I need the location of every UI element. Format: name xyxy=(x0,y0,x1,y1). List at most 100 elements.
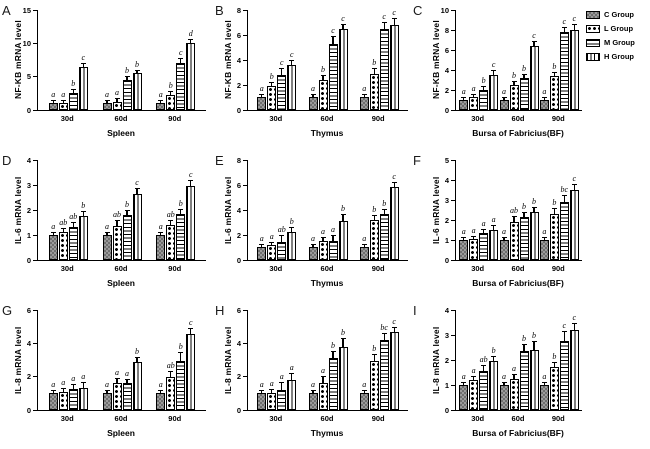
significance-letter: a xyxy=(269,379,274,388)
y-tick-mark xyxy=(243,409,247,411)
panel-letter: E xyxy=(215,153,224,168)
bar-C-90d xyxy=(156,393,166,410)
bar-L-30d xyxy=(469,97,479,110)
bar-C-30d xyxy=(48,235,58,260)
error-bar-cap xyxy=(70,88,76,90)
legend-item: C Group xyxy=(586,10,635,19)
significance-letter: a xyxy=(512,364,516,373)
error-bar-cap xyxy=(104,231,110,233)
error-bar xyxy=(563,196,565,202)
y-tick-label: 2 xyxy=(236,372,241,382)
significance-letter: c xyxy=(392,8,396,17)
error-bar-cap xyxy=(134,187,140,189)
significance-letter: a xyxy=(61,90,66,99)
bar-H-30d xyxy=(287,380,297,410)
error-bar xyxy=(116,221,118,226)
y-tick-label: 4 xyxy=(236,55,241,65)
significance-letter: c xyxy=(331,26,335,35)
significance-letter: b xyxy=(135,60,139,69)
significance-letter: a xyxy=(491,215,496,224)
x-axis-title: Thymus xyxy=(310,278,344,288)
y-tick-label: 5 xyxy=(444,155,449,165)
y-tick-label: 3 xyxy=(26,180,31,190)
significance-letter: a xyxy=(259,380,264,389)
bar-H-60d xyxy=(132,194,142,260)
bar-H-90d xyxy=(186,334,196,410)
bar-M-30d xyxy=(68,227,78,260)
x-category-label: 60d xyxy=(114,414,128,423)
y-tick-mark xyxy=(243,259,247,261)
bar-M-30d xyxy=(277,242,287,260)
y-tick-mark xyxy=(243,309,247,311)
error-bar xyxy=(106,101,108,103)
bar-L-90d xyxy=(549,76,559,110)
x-axis-title: Spleen xyxy=(107,278,135,288)
y-tick-mark xyxy=(243,159,247,161)
y-tick-mark xyxy=(243,234,247,236)
bar-H-90d xyxy=(389,187,399,260)
error-bar-cap xyxy=(491,224,497,226)
significance-letter: a xyxy=(158,222,163,231)
error-bar-cap xyxy=(289,372,295,374)
bar-M-30d xyxy=(68,93,78,110)
bar-C-90d xyxy=(359,97,369,110)
error-bar-cap xyxy=(310,93,316,95)
significance-letter: a xyxy=(362,380,367,389)
error-bar-cap xyxy=(571,23,577,25)
error-bar-cap xyxy=(80,381,86,383)
x-category-label: 30d xyxy=(269,264,283,273)
significance-letter: a xyxy=(51,222,56,231)
y-tick-label: 0 xyxy=(444,405,449,415)
error-bar-cap xyxy=(124,75,130,77)
c-group-swatch-icon xyxy=(586,10,600,19)
significance-letter: b xyxy=(491,346,496,355)
bar-M-60d xyxy=(519,78,529,110)
bar-M-60d xyxy=(519,217,529,260)
bar-C-30d xyxy=(257,247,267,260)
error-bar xyxy=(523,75,525,78)
x-axis-title: Spleen xyxy=(107,128,135,138)
y-tick-label: 6 xyxy=(444,45,449,55)
bar-H-60d xyxy=(338,221,348,260)
y-tick-mark xyxy=(451,159,455,161)
error-bar-cap xyxy=(361,93,367,95)
error-bar xyxy=(52,101,54,103)
significance-letter: a xyxy=(331,225,335,234)
y-axis-label: IL-8 mRNA level xyxy=(13,326,23,394)
significance-letter: a xyxy=(481,219,486,228)
error-bar-cap xyxy=(70,383,76,385)
error-bar xyxy=(523,345,525,351)
error-bar-cap xyxy=(531,40,537,42)
error-bar xyxy=(342,25,344,29)
error-bar-cap xyxy=(188,327,194,329)
error-bar-cap xyxy=(158,99,164,101)
significance-letter: c xyxy=(392,172,396,181)
error-bar-cap xyxy=(104,99,110,101)
significance-letter: b xyxy=(522,202,526,211)
y-tick-label: 0 xyxy=(26,105,31,115)
error-bar-cap xyxy=(561,194,567,196)
error-bar-cap xyxy=(279,381,285,383)
error-bar xyxy=(281,236,283,242)
error-bar xyxy=(483,366,485,371)
significance-letter: b xyxy=(341,328,345,337)
error-bar-cap xyxy=(330,350,336,352)
bar-H-60d xyxy=(338,347,348,410)
chart-panel-B: B NF-KB mRNA level a b c c a b c c a b c c 0 2 4 6 8 30d 60d… xyxy=(215,0,413,150)
error-bar xyxy=(170,92,172,95)
significance-letter: c xyxy=(392,317,396,326)
y-tick-label: 10 xyxy=(440,5,449,15)
error-bar-cap xyxy=(481,228,487,230)
significance-letter: a xyxy=(71,374,76,383)
y-tick-mark xyxy=(451,309,455,311)
y-tick-label: 1 xyxy=(444,380,449,390)
error-bar xyxy=(291,374,293,380)
significance-letter: b xyxy=(522,64,526,73)
error-bar-cap xyxy=(391,17,397,19)
bar-M-60d xyxy=(328,358,338,410)
y-tick-label: 15 xyxy=(22,5,31,15)
error-bar xyxy=(281,69,283,75)
error-bar xyxy=(136,71,138,73)
error-bar-cap xyxy=(178,57,184,59)
